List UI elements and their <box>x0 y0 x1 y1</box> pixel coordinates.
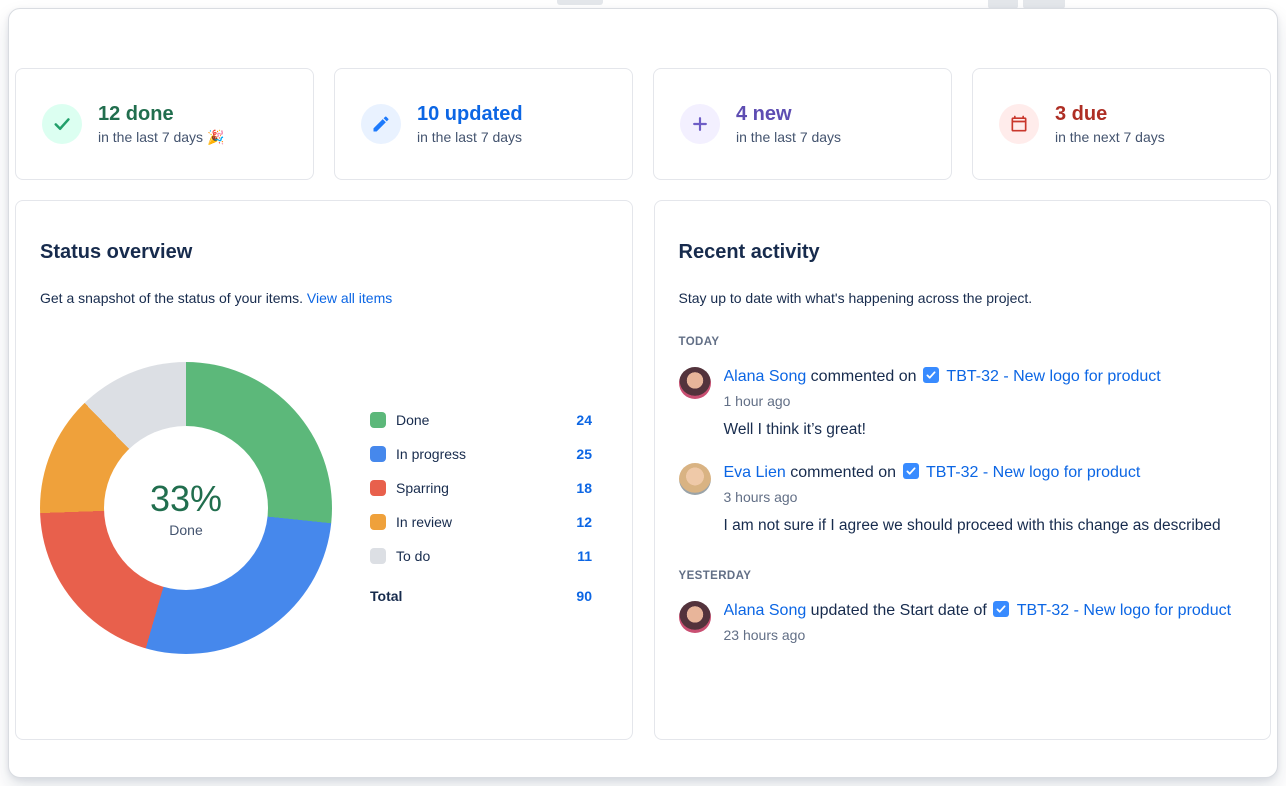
status-overview-title: Status overview <box>40 241 193 263</box>
check-icon <box>42 104 82 144</box>
activity-head: Alana Song updated the Start date of TBT… <box>723 600 1232 619</box>
recent-activity-title: Recent activity <box>678 241 820 263</box>
total-label: Total <box>370 588 403 604</box>
activity-comment: I am not sure if I agree we should proce… <box>723 516 1221 534</box>
stat-text: 4 new in the last 7 days <box>736 103 841 145</box>
legend-item-done[interactable]: Done 24 <box>370 403 592 437</box>
legend-label: Sparring <box>396 480 449 496</box>
status-chart-area: 33% Done Done 24 In progress 25 Sparring 18 In… <box>40 362 608 654</box>
legend-item-sparring[interactable]: Sparring 18 <box>370 471 592 505</box>
donut-center-label: Done <box>169 522 203 538</box>
activity-comment: Well I think it’s great! <box>723 421 866 438</box>
activity-group-label: TODAY <box>678 336 720 348</box>
legend-label: In progress <box>396 446 467 462</box>
cut-off-element <box>988 0 1018 9</box>
legend-value: 24 <box>576 412 592 428</box>
avatar-eva[interactable] <box>678 462 711 495</box>
item-link[interactable]: TBT-32 - New logo for product <box>925 463 1141 481</box>
legend-item-to-do[interactable]: To do 11 <box>370 539 592 573</box>
activity-item: Alana Song updated the Start date of TBT… <box>678 600 1247 643</box>
legend-label: Done <box>396 412 430 428</box>
stat-card-done[interactable]: 12 done in the last 7 days 🎉 <box>15 68 314 180</box>
activity-content: Alana Song updated the Start date of TBT… <box>723 600 1247 643</box>
stat-value: 12 done <box>98 102 174 125</box>
avatar-alana[interactable] <box>678 367 711 399</box>
cut-off-element <box>1023 0 1065 9</box>
stat-value: 10 updated <box>417 103 523 125</box>
stat-text: 12 done in the last 7 days 🎉 <box>98 103 224 146</box>
stat-caption: in the last 7 days <box>417 129 523 145</box>
legend-swatch <box>370 412 386 428</box>
activity-item: Eva Lien commented on TBT-32 - New logo … <box>678 462 1247 540</box>
legend-label: To do <box>396 548 431 564</box>
cut-off-element <box>557 0 603 5</box>
activity-time: 23 hours ago <box>723 626 806 643</box>
view-all-items-link[interactable]: View all items <box>306 290 393 306</box>
legend-item-in-review[interactable]: In review 12 <box>370 505 592 539</box>
summary-page: 12 done in the last 7 days 🎉 10 updated in … <box>8 8 1278 778</box>
activity-item: Alana Song commented on TBT-32 - New log… <box>678 367 1247 444</box>
task-icon <box>902 462 919 479</box>
item-link[interactable]: TBT-32 - New logo for product <box>1016 601 1232 619</box>
donut-center-value: 33% <box>149 478 223 519</box>
donut-center: 33% Done <box>104 426 268 590</box>
legend-value: 18 <box>576 480 592 496</box>
activity-head: Eva Lien commented on TBT-32 - New logo … <box>723 462 1141 481</box>
task-icon <box>993 600 1010 617</box>
activity-content: Eva Lien commented on TBT-32 - New logo … <box>723 462 1247 540</box>
stat-text: 10 updated in the last 7 days <box>417 103 523 145</box>
avatar-alana[interactable] <box>678 600 711 633</box>
user-link[interactable]: Alana Song <box>723 368 807 385</box>
stat-text: 3 due in the next 7 days <box>1055 103 1165 145</box>
legend-total-row: Total 90 <box>370 579 592 613</box>
stat-value: 4 new <box>736 103 792 125</box>
legend-value: 25 <box>576 446 592 462</box>
status-legend: Done 24 In progress 25 Sparring 18 In review 12… <box>370 403 592 613</box>
status-overview-description-text: Get a snapshot of the status of your ite… <box>40 290 304 306</box>
stat-card-due[interactable]: 3 due in the next 7 days <box>972 68 1271 180</box>
stats-row: 12 done in the last 7 days 🎉 10 updated in … <box>15 68 1271 180</box>
activity-head: Alana Song commented on TBT-32 - New log… <box>723 367 1161 385</box>
stat-caption: in the last 7 days 🎉 <box>98 128 225 145</box>
activity-time: 1 hour ago <box>723 393 791 409</box>
legend-value: 11 <box>577 548 592 564</box>
recent-activity-panel: Recent activity Stay up to date with wha… <box>653 200 1271 740</box>
legend-value: 12 <box>576 514 592 530</box>
plus-icon <box>680 104 720 144</box>
item-link[interactable]: TBT-32 - New logo for product <box>946 368 1161 385</box>
panels-row: Status overview Get a snapshot of the st… <box>15 200 1271 740</box>
task-icon <box>922 367 939 383</box>
legend-swatch <box>370 514 386 530</box>
status-overview-panel: Status overview Get a snapshot of the st… <box>15 200 633 740</box>
legend-swatch <box>370 446 386 462</box>
pencil-icon <box>361 104 401 144</box>
user-link[interactable]: Eva Lien <box>723 463 786 481</box>
legend-swatch <box>370 480 386 496</box>
stat-card-updated[interactable]: 10 updated in the last 7 days <box>334 68 633 180</box>
status-donut-chart[interactable]: 33% Done <box>40 362 332 654</box>
status-overview-description: Get a snapshot of the status of your ite… <box>40 290 608 306</box>
stat-caption: in the next 7 days <box>1055 129 1165 145</box>
stat-value: 3 due <box>1055 103 1108 125</box>
legend-label: In review <box>396 514 453 530</box>
activity-time: 3 hours ago <box>723 488 798 505</box>
activity-feed: TODAY Alana Song commented on TBT-32 - Ne… <box>678 336 1247 643</box>
calendar-icon <box>999 104 1039 144</box>
user-link[interactable]: Alana Song <box>723 601 807 619</box>
stat-caption: in the last 7 days <box>736 129 842 145</box>
total-value: 90 <box>576 588 592 604</box>
activity-content: Alana Song commented on TBT-32 - New log… <box>724 367 1247 444</box>
recent-activity-description: Stay up to date with what's happening ac… <box>678 290 1033 306</box>
legend-swatch <box>370 548 386 564</box>
activity-group-label: YESTERDAY <box>678 569 752 582</box>
legend-item-in-progress[interactable]: In progress 25 <box>370 437 592 471</box>
stat-card-new[interactable]: 4 new in the last 7 days <box>653 68 952 180</box>
